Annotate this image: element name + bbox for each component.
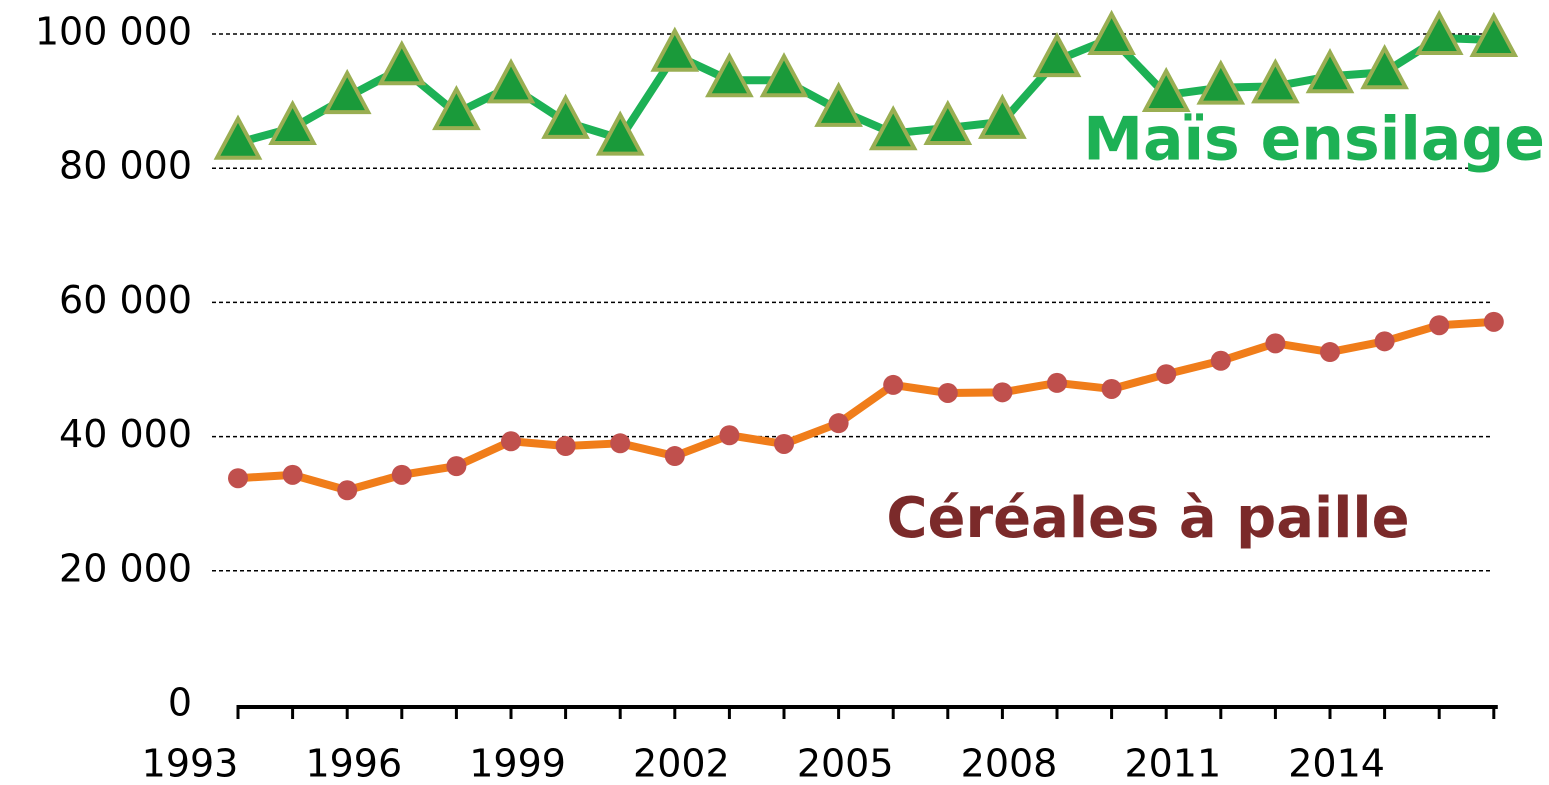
marker <box>1196 59 1246 105</box>
y-tick-label: 100 000 <box>35 10 192 54</box>
marker <box>828 413 849 434</box>
marker <box>322 68 372 115</box>
y-tick-label: 40 000 <box>59 412 192 456</box>
marker <box>1360 44 1409 90</box>
marker <box>1429 315 1450 336</box>
marker <box>446 456 467 477</box>
marker <box>814 81 863 127</box>
marker <box>650 26 700 72</box>
marker <box>1156 364 1177 385</box>
marker <box>213 114 263 160</box>
marker <box>432 84 481 131</box>
marker <box>377 40 427 86</box>
marker <box>541 93 590 139</box>
marker <box>501 431 521 452</box>
x-tick-label: 2008 <box>961 742 1058 785</box>
marker <box>664 446 685 467</box>
marker <box>268 99 317 145</box>
marker <box>337 480 358 501</box>
marker <box>610 433 631 454</box>
marker <box>1141 66 1191 113</box>
marker <box>759 52 809 98</box>
marker <box>1320 342 1340 363</box>
x-tick-label: 1999 <box>469 742 566 785</box>
marker <box>1210 350 1231 371</box>
marker <box>1251 58 1300 104</box>
x-tick-label: 2011 <box>1124 742 1221 785</box>
y-tick-label: 80 000 <box>59 144 192 188</box>
marker <box>868 105 918 151</box>
marker <box>1414 9 1464 56</box>
marker <box>883 374 904 395</box>
series-line <box>237 317 1495 495</box>
marker <box>595 110 645 156</box>
marker <box>992 382 1013 403</box>
marker <box>1483 311 1504 332</box>
y-tick-label: 20 000 <box>59 546 192 590</box>
marker <box>555 435 576 456</box>
marker <box>1032 31 1082 78</box>
marker <box>774 433 794 454</box>
marker <box>391 464 412 485</box>
x-tick-label: 2002 <box>633 742 730 785</box>
series-label: Maïs ensilage <box>1083 105 1545 175</box>
marker <box>719 425 740 446</box>
x-tick-label: 2005 <box>797 742 894 785</box>
marker <box>282 464 303 485</box>
marker <box>1305 48 1355 94</box>
marker <box>1101 378 1122 399</box>
marker <box>705 52 754 98</box>
marker <box>978 93 1027 139</box>
y-tick-label: 0 <box>168 681 192 725</box>
series-label: Céréales à paille <box>886 486 1409 551</box>
marker <box>923 99 973 145</box>
x-tick-label: 2014 <box>1288 742 1385 785</box>
marker <box>228 468 248 489</box>
marker <box>937 382 958 403</box>
marker <box>1469 11 1519 58</box>
x-tick-label: 1993 <box>142 742 239 785</box>
marker <box>1374 331 1395 352</box>
x-tick-label: 1996 <box>305 742 402 785</box>
marker <box>1265 333 1286 354</box>
marker <box>486 58 536 104</box>
marker <box>1047 372 1067 393</box>
marker <box>1087 9 1136 56</box>
y-tick-label: 60 000 <box>59 278 192 322</box>
